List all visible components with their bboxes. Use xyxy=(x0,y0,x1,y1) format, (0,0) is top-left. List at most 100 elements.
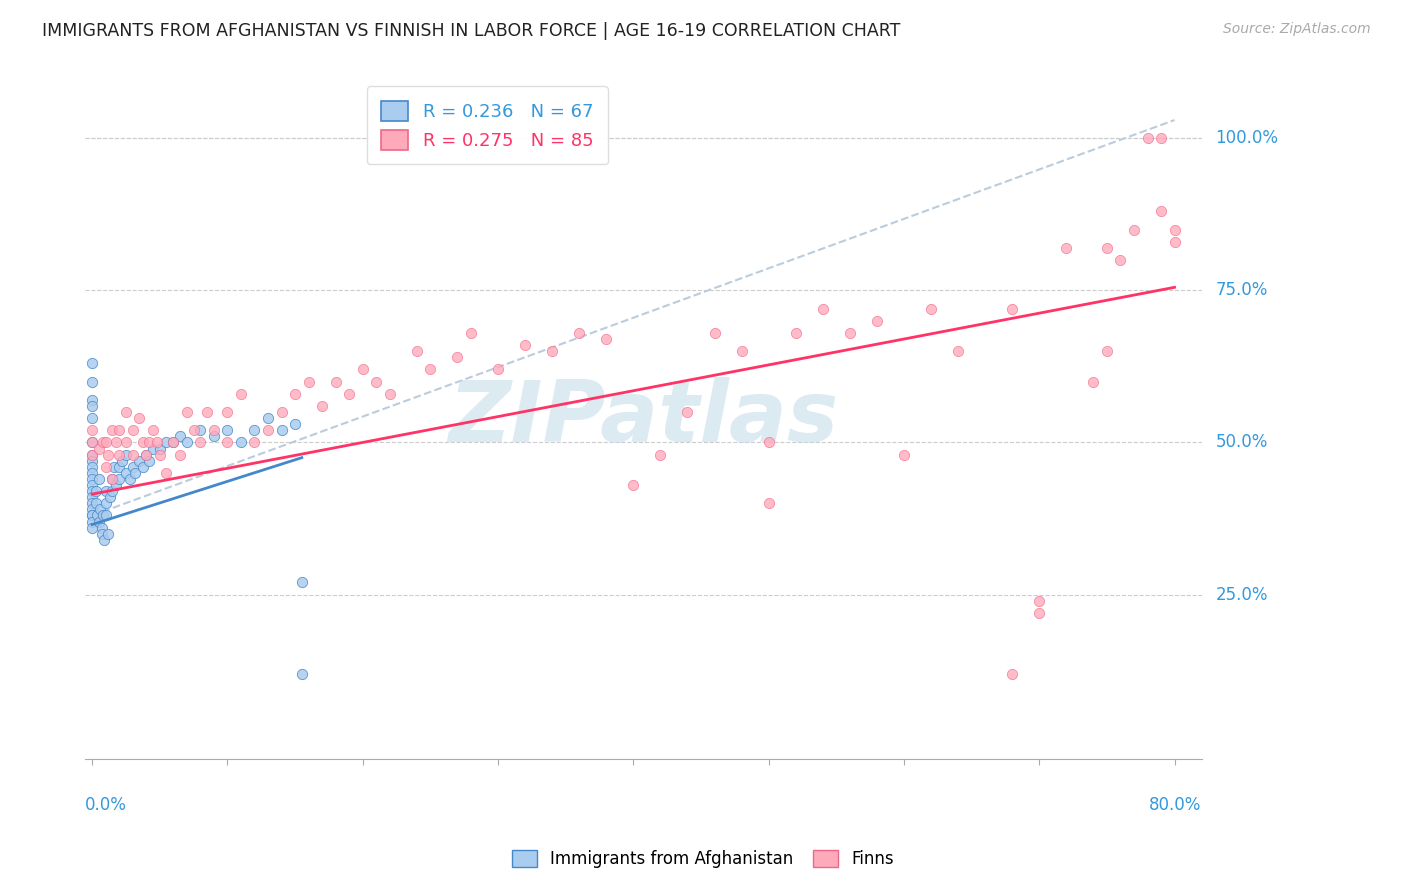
Point xyxy=(162,435,184,450)
Point xyxy=(80,375,103,389)
Point xyxy=(1123,222,1146,236)
Point xyxy=(176,435,198,450)
Point xyxy=(202,423,225,437)
Point xyxy=(138,453,160,467)
Point xyxy=(311,399,333,413)
Point xyxy=(758,496,780,510)
Point xyxy=(920,301,942,316)
Point xyxy=(217,405,239,419)
Point xyxy=(946,344,969,359)
Point xyxy=(115,466,138,480)
Point xyxy=(135,448,157,462)
Point xyxy=(142,423,165,437)
Point xyxy=(270,423,292,437)
Point xyxy=(98,490,121,504)
Point xyxy=(80,466,103,480)
Point xyxy=(169,448,191,462)
Point xyxy=(325,375,347,389)
Point xyxy=(80,515,103,529)
Point xyxy=(621,478,644,492)
Point xyxy=(366,375,388,389)
Point xyxy=(284,386,307,401)
Point xyxy=(115,435,138,450)
Point xyxy=(87,442,110,456)
Point xyxy=(149,442,172,456)
Text: 100.0%: 100.0% xyxy=(1216,129,1278,147)
Point xyxy=(217,435,239,450)
Point xyxy=(1095,344,1118,359)
Text: ZIPatlas: ZIPatlas xyxy=(449,376,838,459)
Point xyxy=(80,392,103,407)
Point xyxy=(80,496,103,510)
Point xyxy=(94,496,117,510)
Point xyxy=(866,314,889,328)
Point xyxy=(1083,375,1105,389)
Text: 0.0%: 0.0% xyxy=(86,797,127,814)
Point xyxy=(811,301,834,316)
Point xyxy=(337,386,360,401)
Point xyxy=(80,448,103,462)
Point xyxy=(132,459,155,474)
Point xyxy=(97,448,120,462)
Point xyxy=(91,435,114,450)
Point xyxy=(90,526,112,541)
Point xyxy=(121,448,143,462)
Point xyxy=(108,472,131,486)
Point xyxy=(132,435,155,450)
Point xyxy=(80,472,103,486)
Point xyxy=(80,411,103,425)
Point xyxy=(87,472,110,486)
Point xyxy=(101,423,124,437)
Point xyxy=(155,466,177,480)
Text: 75.0%: 75.0% xyxy=(1216,281,1268,300)
Point xyxy=(80,423,103,437)
Point xyxy=(169,429,191,443)
Point xyxy=(758,435,780,450)
Point xyxy=(893,448,915,462)
Point xyxy=(135,448,157,462)
Point xyxy=(176,405,198,419)
Point xyxy=(146,435,169,450)
Point xyxy=(1028,606,1050,620)
Text: 50.0%: 50.0% xyxy=(1216,434,1268,451)
Point xyxy=(1095,241,1118,255)
Text: Source: ZipAtlas.com: Source: ZipAtlas.com xyxy=(1223,22,1371,37)
Point xyxy=(91,508,114,523)
Point xyxy=(101,484,124,499)
Point xyxy=(460,326,482,340)
Point xyxy=(142,442,165,456)
Point xyxy=(1163,235,1185,249)
Point xyxy=(80,435,103,450)
Point xyxy=(108,423,131,437)
Point xyxy=(419,362,441,376)
Point xyxy=(291,666,314,681)
Point xyxy=(1001,666,1024,681)
Point xyxy=(162,435,184,450)
Point xyxy=(270,405,292,419)
Point xyxy=(183,423,205,437)
Point xyxy=(243,423,266,437)
Legend: R = 0.236   N = 67, R = 0.275   N = 85: R = 0.236 N = 67, R = 0.275 N = 85 xyxy=(367,87,607,164)
Point xyxy=(94,484,117,499)
Point xyxy=(188,435,211,450)
Point xyxy=(80,478,103,492)
Point xyxy=(80,520,103,534)
Point xyxy=(188,423,211,437)
Point xyxy=(105,435,128,450)
Point xyxy=(378,386,401,401)
Point xyxy=(97,526,120,541)
Point xyxy=(650,448,672,462)
Point xyxy=(486,362,509,376)
Point xyxy=(229,386,252,401)
Point xyxy=(121,423,143,437)
Point xyxy=(124,466,146,480)
Text: 25.0%: 25.0% xyxy=(1216,585,1268,604)
Point xyxy=(676,405,699,419)
Point xyxy=(513,338,536,352)
Point xyxy=(94,459,117,474)
Point xyxy=(80,356,103,370)
Point xyxy=(541,344,564,359)
Point xyxy=(155,435,177,450)
Point xyxy=(703,326,725,340)
Point xyxy=(149,448,172,462)
